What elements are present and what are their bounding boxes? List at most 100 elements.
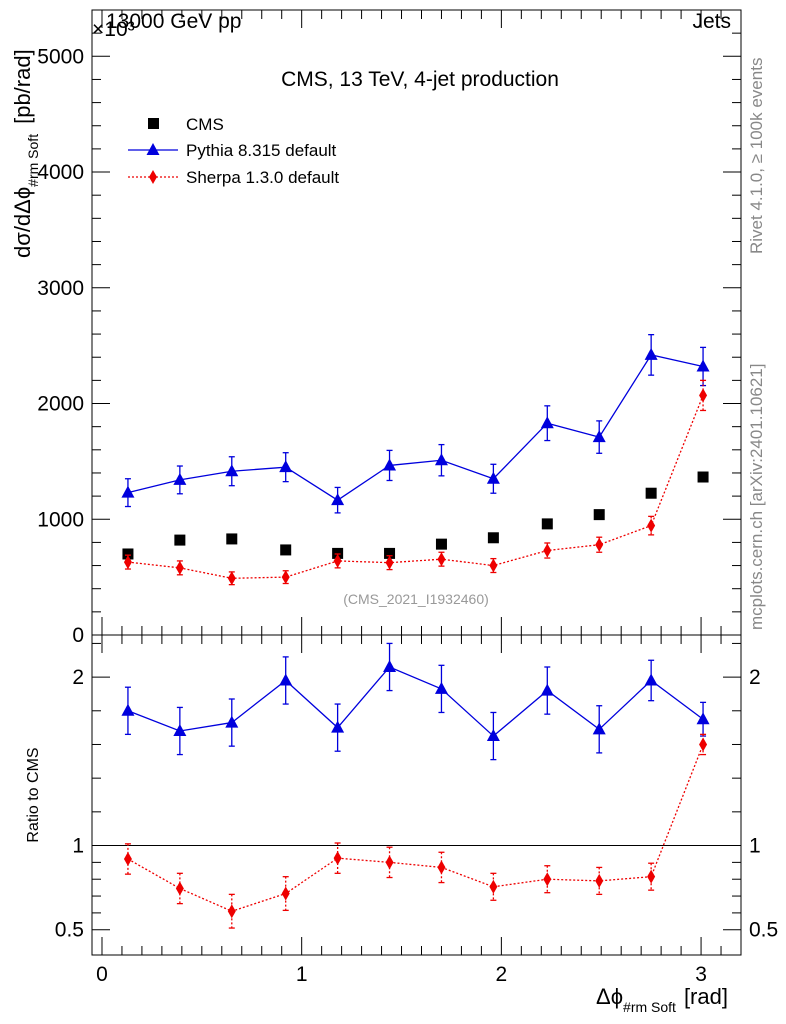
- ratio-pythia-point: [592, 722, 606, 735]
- main-cms-point: [487, 532, 499, 544]
- ratio-pythia-point: [279, 673, 293, 686]
- main-pythia-point: [592, 430, 606, 443]
- main-sherpa-point: [595, 537, 604, 552]
- main-cms-point: [226, 533, 238, 545]
- y-tick-label: 3000: [37, 277, 84, 300]
- rivet-label: Rivet 4.1.0, ≥ 100k events: [747, 58, 766, 254]
- y-tick-label: 5000: [37, 45, 84, 68]
- main-pythia-point: [279, 460, 293, 473]
- ratio-sherpa-point: [595, 873, 604, 888]
- x-tick-label: 3: [695, 963, 707, 986]
- main-pythia-point: [540, 416, 554, 429]
- y-exponent: ×10³: [92, 18, 135, 41]
- x-tick-label: 0: [96, 963, 108, 986]
- main-cms-point: [280, 544, 292, 556]
- ratio-sherpa-point: [123, 852, 132, 866]
- mcplots-label: mcplots.cern.ch [arXiv:2401.10621]: [747, 364, 766, 630]
- legend-cms-label: CMS: [186, 115, 224, 134]
- ratio-sherpa-point: [385, 855, 394, 870]
- y-label-sub: #rm Soft: [25, 134, 41, 187]
- main-y-axis-label: dσ/dΔϕ#rm Soft [pb/rad]: [10, 49, 41, 258]
- header-category-label: Jets: [692, 10, 731, 33]
- legend-entry-sherpa: Sherpa 1.3.0 default: [128, 168, 339, 187]
- main-cms-point: [122, 548, 134, 560]
- ratio-sherpa-point: [227, 904, 236, 919]
- main-pythia-point: [383, 458, 397, 471]
- y-tick-label: 2000: [37, 393, 84, 416]
- main-series-layer: [121, 334, 710, 586]
- ratio-pythia-point: [121, 703, 135, 716]
- ratio-y-tick-label-left: 2: [72, 666, 84, 689]
- ratio-y-axis-label: Ratio to CMS: [25, 747, 42, 842]
- main-sherpa-point: [489, 558, 498, 573]
- main-sherpa-point: [699, 388, 708, 403]
- ratio-sherpa-point: [543, 872, 552, 887]
- main-cms-point: [593, 509, 605, 521]
- ratio-y-tick-label-right: 0.5: [749, 919, 778, 942]
- ratio-pythia-point: [486, 729, 500, 742]
- legend-pythia-label: Pythia 8.315 default: [186, 141, 337, 160]
- main-panel-frame: [91, 9, 742, 636]
- main-pythia-point: [173, 472, 187, 485]
- main-sherpa-point: [437, 552, 446, 567]
- ratio-pythia-point: [173, 724, 187, 736]
- y-tick-label: 0: [72, 624, 84, 647]
- main-y-axis: 0 1000 2000 3000 4000 5000: [37, 32, 741, 647]
- main-pythia-point: [434, 453, 448, 466]
- x-label-unit: [rad]: [684, 984, 728, 1009]
- legend-sherpa-marker: [149, 170, 157, 184]
- ratio-pythia-point: [644, 673, 658, 686]
- main-sherpa-point: [647, 518, 656, 533]
- main-cms-point: [384, 547, 396, 559]
- main-pythia-point: [696, 359, 710, 372]
- ratio-pythia-point: [331, 720, 345, 733]
- ratio-sherpa-point: [175, 881, 184, 896]
- ratio-x-axis: 0 1 2 3: [96, 635, 742, 986]
- x-axis-label: Δϕ#rm Soft [rad]: [596, 984, 728, 1015]
- ratio-y-tick-label-right: 1: [749, 835, 761, 858]
- svg-text:dσ/dΔϕ#rm Soft[pb/rad]: dσ/dΔϕ#rm Soft [pb/rad]: [10, 49, 41, 258]
- ratio-y-tick-label-left: 0.5: [55, 919, 84, 942]
- ratio-panel-frame: [91, 634, 742, 956]
- main-cms-point: [697, 471, 709, 483]
- legend-cms-marker: [148, 118, 159, 129]
- legend-sherpa-label: Sherpa 1.3.0 default: [186, 168, 339, 187]
- main-x-axis: [101, 10, 742, 635]
- ratio-pythia-point: [225, 715, 239, 728]
- main-sherpa-point: [281, 570, 290, 585]
- legend-pythia-marker: [146, 143, 160, 155]
- legend-entry-cms: CMS: [148, 115, 224, 134]
- x-tick-label: 1: [296, 963, 308, 986]
- svg-text:Δϕ#rm Soft[rad]: Δϕ#rm Soft [rad]: [596, 984, 728, 1015]
- main-sherpa-point: [227, 571, 236, 586]
- ratio-pythia-point: [383, 660, 397, 672]
- ratio-sherpa-point: [437, 860, 446, 875]
- ratio-sherpa-point: [281, 886, 290, 901]
- y-tick-label: 4000: [37, 161, 84, 184]
- main-sherpa-point: [543, 543, 552, 558]
- main-pythia-point: [121, 485, 135, 498]
- ratio-pythia-line: [127, 666, 704, 737]
- ratio-y-tick-label-left: 1: [72, 835, 84, 858]
- ratio-sherpa-point: [489, 879, 498, 894]
- legend-entry-pythia: Pythia 8.315 default: [128, 141, 337, 160]
- main-pythia-point: [225, 464, 239, 477]
- main-sherpa-point: [333, 553, 342, 568]
- header-collision-label: 13000 GeV pp: [106, 10, 241, 33]
- x-tick-label: 2: [496, 963, 508, 986]
- main-pythia-point: [486, 471, 500, 484]
- y-tick-label: 1000: [37, 508, 84, 531]
- ratio-sherpa-point: [647, 869, 656, 884]
- y-label-unit: [pb/rad]: [10, 49, 35, 124]
- ratio-pythia-point: [696, 712, 710, 725]
- y-label-main: dσ/dΔϕ: [10, 187, 35, 258]
- main-cms-point: [174, 534, 186, 546]
- ratio-pythia-point: [540, 683, 554, 696]
- main-title: CMS, 13 TeV, 4-jet production: [281, 68, 559, 91]
- ratio-pythia-point: [434, 681, 448, 694]
- main-sherpa-point: [175, 560, 184, 575]
- ratio-sherpa-point: [333, 851, 342, 866]
- main-pythia-point: [331, 493, 345, 506]
- x-label-main: Δϕ: [596, 984, 623, 1009]
